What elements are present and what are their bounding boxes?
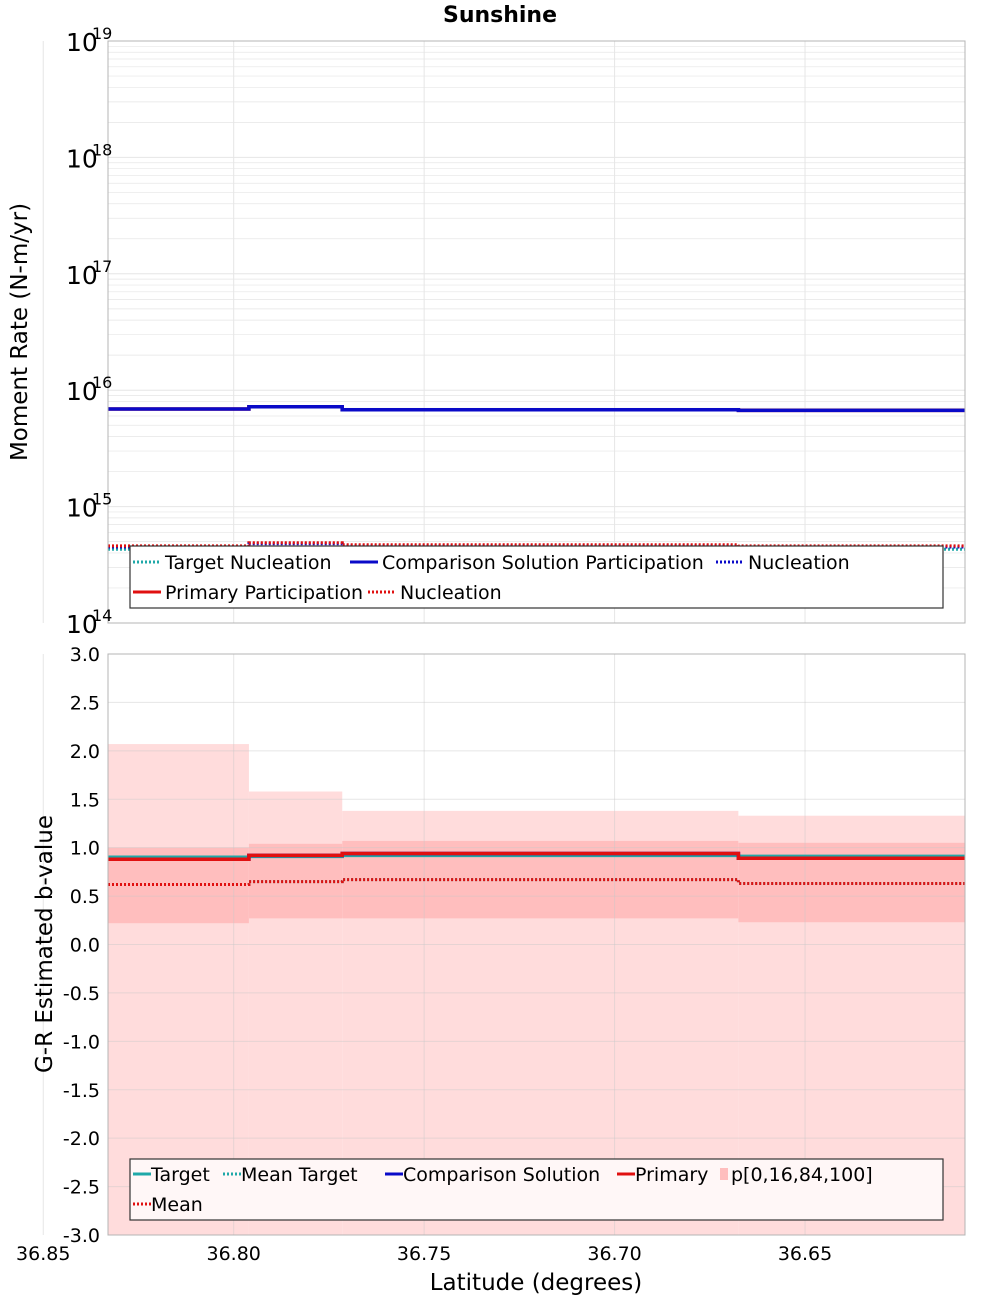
bottom-legend-label: Primary <box>635 1164 708 1186</box>
x-tick-label: 36.75 <box>397 1243 451 1265</box>
top-gridlines <box>42 41 965 624</box>
bottom-y-tick-label: 1.5 <box>70 789 100 811</box>
x-tick-label: 36.85 <box>16 1243 70 1265</box>
top-y-axis-label: Moment Rate (N-m/yr) <box>7 203 33 461</box>
bottom-y-tick-label: 2.0 <box>70 741 100 763</box>
top-y-tick-label: 10 <box>66 261 98 290</box>
bottom-y-tick-label: -3.0 <box>63 1225 100 1247</box>
top-legend-label: Nucleation <box>748 552 850 574</box>
bottom-y-tick-label: -2.5 <box>63 1177 100 1199</box>
top-y-tick-exponent: 19 <box>92 24 112 43</box>
bottom-legend-label: Mean <box>151 1194 203 1216</box>
bottom-y-tick-label: 0.0 <box>70 935 100 957</box>
top-legend-label: Primary Participation <box>165 582 363 604</box>
bottom-plot: 3.0 2.5 2.0 1.5 1.0 0.5 0.0 -0.5 -1.0 -1.5 -2.0 -2.… <box>16 644 966 1296</box>
bottom-plot-frame <box>107 653 966 1236</box>
top-plot-area <box>108 41 965 623</box>
chart-title: Sunshine <box>443 3 557 28</box>
bottom-legend-label: p[0,16,84,100] <box>731 1164 873 1186</box>
bottom-legend-swatch <box>720 1168 728 1180</box>
bottom-y-tick-label: 0.5 <box>70 886 100 908</box>
bottom-legend-label: Target <box>150 1164 210 1186</box>
top-plot-frame <box>107 40 966 624</box>
bottom-y-tick-label: -2.0 <box>63 1128 100 1150</box>
bottom-x-ticks: 36.85 36.80 36.75 36.70 36.65 <box>16 1243 832 1265</box>
top-y-tick-label: 10 <box>66 494 98 523</box>
x-tick-label: 36.70 <box>587 1243 641 1265</box>
bottom-legend-label: Mean Target <box>241 1164 358 1186</box>
top-y-tick-exponent: 14 <box>92 606 112 625</box>
top-legend: Target Nucleation Comparison Solution Par… <box>129 545 944 609</box>
top-y-tick-exponent: 16 <box>92 373 112 392</box>
top-y-tick-label: 10 <box>66 377 98 406</box>
top-y-tick-exponent: 17 <box>92 257 112 276</box>
top-legend-label: Comparison Solution Participation <box>382 552 704 574</box>
bottom-y-ticks: 3.0 2.5 2.0 1.5 1.0 0.5 0.0 -0.5 -1.0 -1.5 -2.0 -2.… <box>63 644 100 1247</box>
bottom-y-axis-label: G-R Estimated b-value <box>32 815 58 1073</box>
x-axis-label: Latitude (degrees) <box>430 1270 643 1296</box>
bottom-series-group <box>108 851 965 886</box>
top-legend-label: Nucleation <box>400 582 502 604</box>
bottom-y-tick-label: 3.0 <box>70 644 100 666</box>
bottom-y-tick-label: 2.5 <box>70 692 100 714</box>
bottom-y-tick-label: 1.0 <box>70 838 100 860</box>
band-outer-segment <box>108 744 249 1235</box>
bottom-series-line <box>108 878 965 886</box>
top-y-tick-label: 10 <box>66 28 98 57</box>
top-legend-box <box>129 545 944 609</box>
bottom-y-tick-label: -1.5 <box>63 1080 100 1102</box>
top-y-tick-label: 10 <box>66 144 98 173</box>
x-tick-label: 36.80 <box>206 1243 260 1265</box>
x-tick-label: 36.65 <box>778 1243 832 1265</box>
bottom-y-tick-label: -1.0 <box>63 1031 100 1053</box>
top-series-line <box>108 405 965 413</box>
bottom-legend: Target Mean Target Comparison Solution Prim… <box>129 1158 944 1221</box>
top-legend-label: Target Nucleation <box>164 552 332 574</box>
bottom-series-line <box>108 851 965 862</box>
bottom-legend-label: Comparison Solution <box>403 1164 600 1186</box>
bottom-y-tick-label: -0.5 <box>63 983 100 1005</box>
bottom-legend-box <box>129 1158 944 1221</box>
top-y-tick-exponent: 18 <box>92 140 112 159</box>
top-y-tick-exponent: 15 <box>92 490 112 509</box>
top-y-tick-label: 10 <box>66 610 98 639</box>
